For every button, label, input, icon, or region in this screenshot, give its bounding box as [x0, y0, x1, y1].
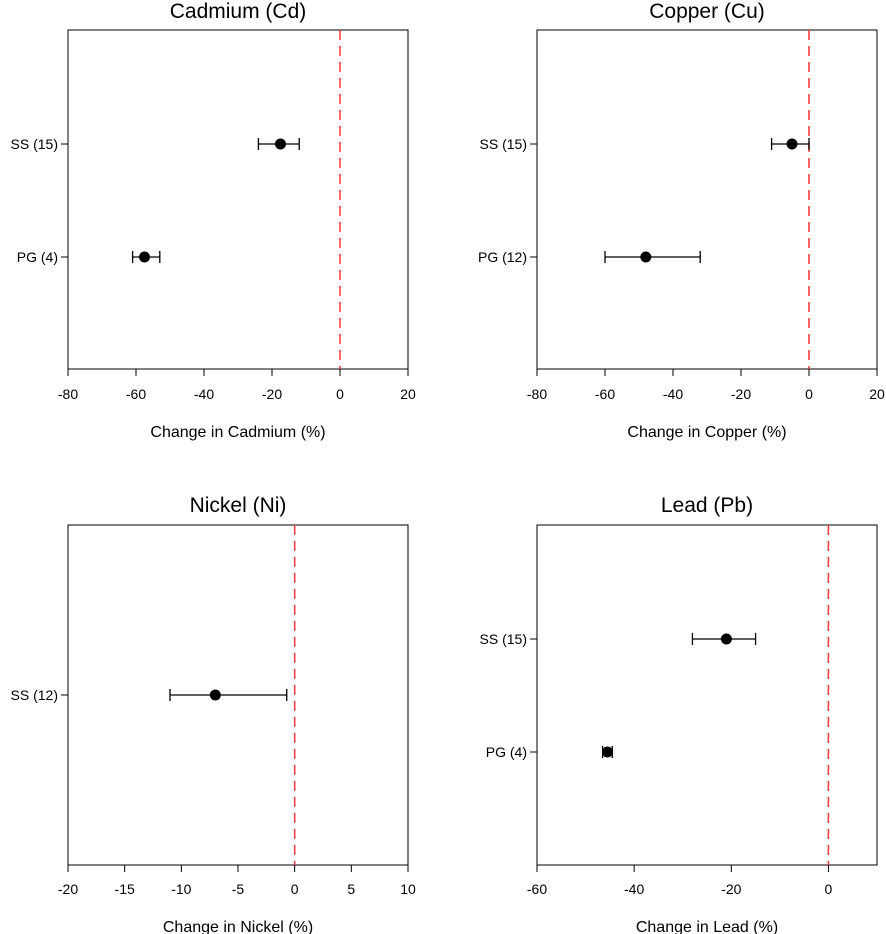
x-tick-label: 0 [336, 386, 344, 402]
x-tick-label: -40 [624, 881, 644, 897]
x-tick-label: 20 [400, 386, 416, 402]
data-point [139, 251, 150, 263]
data-point [786, 138, 798, 150]
chart-panel-3: Nickel (Ni) -20 -15 -10 -5 0 5 10 Change in Nick… [11, 494, 416, 934]
x-tick-label: 5 [347, 881, 355, 897]
plot-frame [536, 524, 878, 866]
y-category-label: SS (15) [480, 136, 527, 152]
x-tick-label: -60 [126, 386, 146, 402]
data-point [720, 633, 732, 645]
panel-title: Nickel (Ni) [190, 494, 287, 517]
x-tick-label: -60 [527, 881, 547, 897]
data-point [275, 138, 286, 150]
chart-panel-4: Lead (Pb) -60 -40 -20 0 Change in Lead (%) SS … [480, 494, 878, 934]
x-tick-label: -5 [232, 881, 245, 897]
x-axis-label: Change in Copper (%) [627, 424, 786, 441]
chart-panel-2: Copper (Cu) -80 -60 -40 -20 0 20 Change in Copp… [478, 0, 885, 441]
panel-title: Cadmium (Cd) [170, 0, 307, 23]
panel-title: Lead (Pb) [661, 494, 753, 517]
x-tick-label: -20 [58, 881, 78, 897]
data-point [640, 251, 652, 263]
data-point [209, 689, 221, 701]
y-category-label: SS (15) [11, 136, 58, 152]
y-category-label: SS (15) [480, 631, 527, 647]
x-axis-label: Change in Lead (%) [636, 919, 778, 934]
x-tick-label: -80 [58, 386, 78, 402]
y-category-label: PG (12) [478, 249, 527, 265]
y-category-label: SS (12) [11, 687, 58, 703]
data-point [601, 746, 613, 758]
x-tick-label: -20 [262, 386, 282, 402]
x-tick-label: -20 [731, 386, 751, 402]
x-tick-label: -60 [595, 386, 615, 402]
plot-frame [67, 29, 409, 370]
x-tick-label: -10 [171, 881, 191, 897]
x-tick-label: -40 [194, 386, 214, 402]
panel-title: Copper (Cu) [649, 0, 765, 23]
x-tick-label: -15 [115, 881, 135, 897]
x-axis-label: Change in Nickel (%) [163, 919, 313, 934]
x-tick-label: 20 [869, 386, 885, 402]
chart-panel-1: Cadmium (Cd) -80 -60 -40 -20 0 20 Change in Cad… [11, 0, 416, 441]
x-tick-label: 0 [805, 386, 813, 402]
x-tick-label: -80 [527, 386, 547, 402]
x-tick-label: 0 [825, 881, 833, 897]
x-tick-label: 10 [400, 881, 416, 897]
x-tick-label: -40 [663, 386, 683, 402]
x-axis-label: Change in Cadmium (%) [150, 424, 325, 441]
x-tick-label: -20 [721, 881, 741, 897]
x-tick-label: 0 [291, 881, 299, 897]
plot-frame [536, 29, 878, 370]
y-category-label: PG (4) [17, 249, 58, 265]
y-category-label: PG (4) [486, 744, 527, 760]
